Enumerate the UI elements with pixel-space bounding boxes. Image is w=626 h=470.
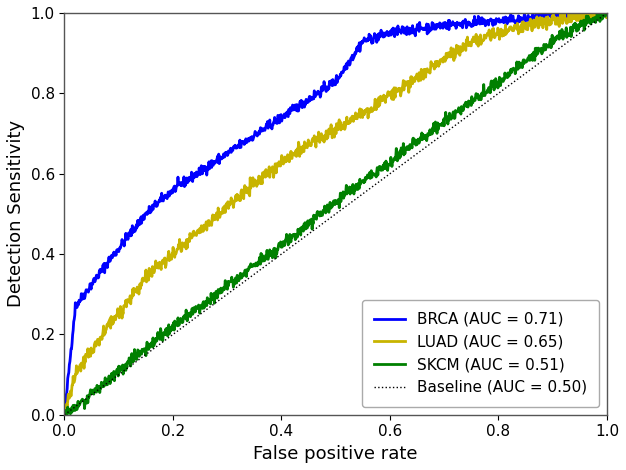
LUAD (AUC = 0.65)	[433, 58, 441, 64]
Legend: BRCA (AUC = 0.71), LUAD (AUC = 0.65), SKCM (AUC = 0.51), Baseline (AUC = 0.50): BRCA (AUC = 0.71), LUAD (AUC = 0.65), SK…	[362, 300, 599, 407]
BRCA (AUC = 0.71)	[484, 17, 491, 23]
Line: BRCA (AUC = 0.71): BRCA (AUC = 0.71)	[64, 13, 607, 415]
SKCM (AUC = 0.51)	[603, 10, 611, 16]
BRCA (AUC = 0.71)	[433, 24, 441, 30]
Line: SKCM (AUC = 0.51): SKCM (AUC = 0.51)	[64, 13, 607, 415]
BRCA (AUC = 0.71)	[116, 245, 123, 251]
Y-axis label: Detection Sensitivity: Detection Sensitivity	[7, 120, 25, 307]
BRCA (AUC = 0.71)	[61, 412, 68, 418]
LUAD (AUC = 0.65)	[280, 160, 287, 165]
SKCM (AUC = 0.51)	[116, 364, 123, 370]
LUAD (AUC = 0.65)	[603, 10, 611, 16]
BRCA (AUC = 0.71)	[493, 16, 501, 22]
LUAD (AUC = 0.65)	[484, 31, 491, 36]
SKCM (AUC = 0.51)	[280, 240, 287, 246]
BRCA (AUC = 0.71)	[603, 10, 611, 16]
SKCM (AUC = 0.51)	[484, 87, 491, 93]
SKCM (AUC = 0.51)	[593, 10, 601, 16]
SKCM (AUC = 0.51)	[61, 412, 68, 418]
SKCM (AUC = 0.51)	[433, 131, 441, 136]
SKCM (AUC = 0.51)	[493, 82, 501, 88]
Line: LUAD (AUC = 0.65): LUAD (AUC = 0.65)	[64, 13, 607, 415]
X-axis label: False positive rate: False positive rate	[254, 445, 418, 463]
SKCM (AUC = 0.51)	[300, 228, 307, 234]
BRCA (AUC = 0.71)	[300, 99, 307, 105]
LUAD (AUC = 0.65)	[300, 149, 307, 155]
BRCA (AUC = 0.71)	[538, 10, 546, 16]
LUAD (AUC = 0.65)	[116, 307, 123, 313]
LUAD (AUC = 0.65)	[560, 10, 568, 16]
LUAD (AUC = 0.65)	[493, 31, 501, 36]
BRCA (AUC = 0.71)	[280, 114, 287, 120]
LUAD (AUC = 0.65)	[61, 412, 68, 418]
